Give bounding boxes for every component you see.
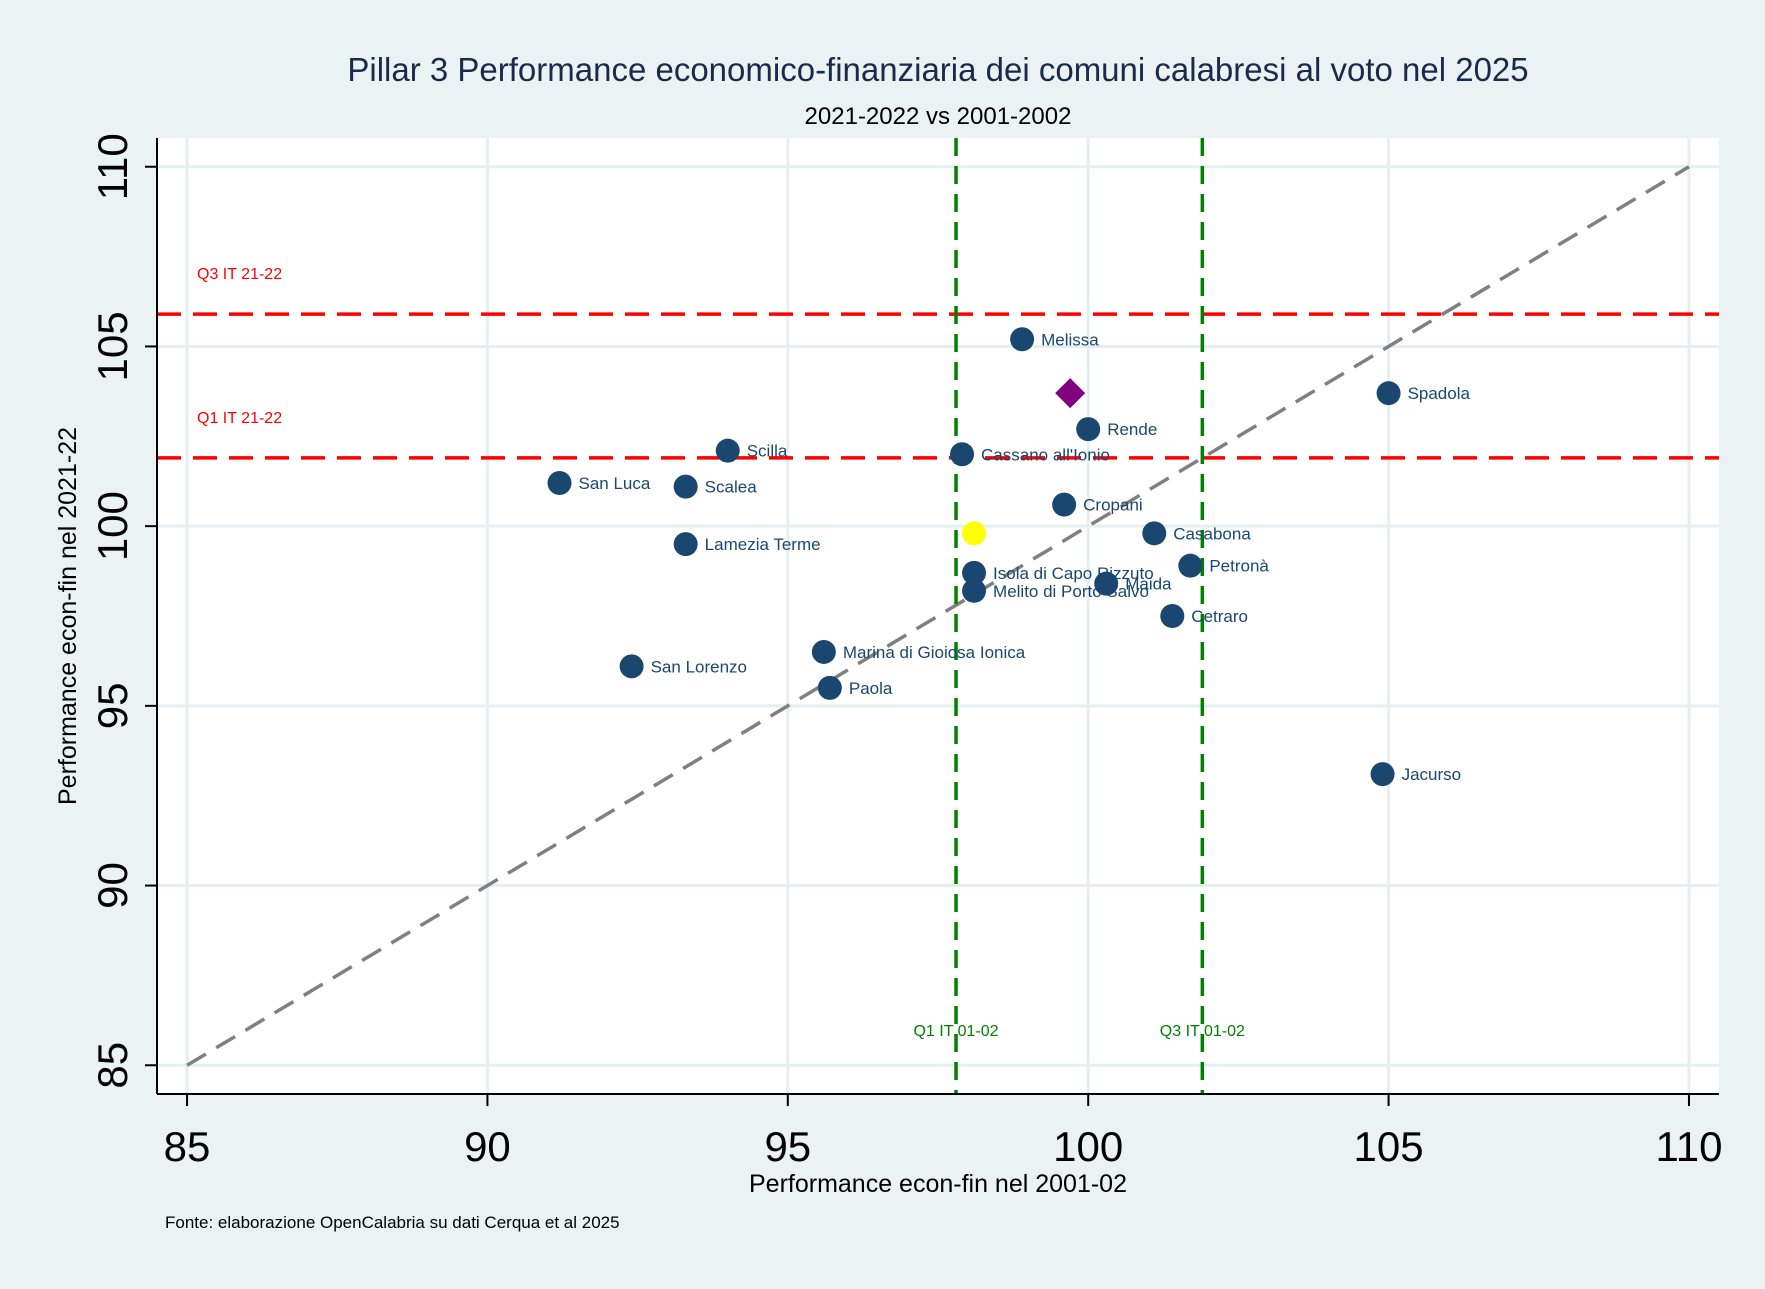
data-point — [673, 532, 698, 557]
data-point-label: Spadola — [1408, 384, 1471, 403]
data-point-label: Cetraro — [1191, 607, 1248, 626]
chart-title: Pillar 3 Performance economico-finanziar… — [347, 51, 1528, 88]
data-point-label: Scalea — [705, 478, 758, 497]
data-point-label: Petronà — [1209, 557, 1269, 576]
data-point — [962, 560, 987, 585]
data-point-label: Scilla — [747, 442, 788, 461]
x-tick-label: 85 — [164, 1123, 211, 1170]
data-point-label: Melito di Porto Salvo — [993, 582, 1149, 601]
data-point-label: Rende — [1107, 420, 1157, 439]
x-tick-label: 90 — [464, 1123, 511, 1170]
points-layer: Melissa Spadola Rende Scilla Cassano all'Ion… — [547, 327, 1471, 787]
data-point — [962, 578, 987, 603]
x-tick-label: 95 — [764, 1123, 811, 1170]
average-marker — [1055, 378, 1086, 409]
data-point — [811, 639, 836, 664]
reference-lines-layer: Q3 IT 21-22 Q1 IT 21-22 Q1 IT 01-02 Q3 IT 0… — [157, 138, 1719, 1094]
plot-area — [157, 138, 1719, 1094]
data-point — [1094, 571, 1119, 596]
data-point-label: San Lorenzo — [651, 657, 747, 676]
data-point — [1370, 762, 1395, 787]
data-point — [715, 438, 740, 463]
data-point — [817, 675, 842, 700]
data-point-label: Cropani — [1083, 496, 1143, 515]
x-tick-label: 105 — [1354, 1123, 1424, 1170]
y-axis-title: Performance econ-fin nel 2021-22 — [54, 427, 82, 805]
data-point — [1160, 604, 1185, 628]
horizontal-reference-label: Q3 IT 21-22 — [197, 266, 282, 283]
data-point — [619, 654, 644, 679]
highlight-point — [962, 521, 987, 546]
data-point-label: Maida — [1125, 575, 1172, 594]
y-tick-label: 110 — [89, 133, 136, 200]
x-tick-label: 110 — [1655, 1123, 1722, 1170]
data-point — [1178, 553, 1203, 578]
x-axis-title: Performance econ-fin nel 2001-02 — [749, 1170, 1127, 1198]
data-point-label: Casabona — [1173, 524, 1251, 543]
data-point — [950, 442, 975, 467]
data-point — [1052, 492, 1077, 517]
data-point — [1376, 381, 1401, 406]
data-point-label: Melissa — [1041, 330, 1099, 349]
diagonal-reference-line — [186, 165, 1690, 1067]
y-tick-label: 100 — [89, 491, 136, 561]
data-point-label: Paola — [849, 679, 893, 698]
chart-subtitle: 2021-2022 vs 2001-2002 — [805, 103, 1072, 130]
y-tick-label: 90 — [89, 862, 136, 909]
axis-ticks-layer: 85 90 95 100 105 110 85 90 95 100 105 110 — [89, 133, 1722, 1170]
y-tick-label: 85 — [89, 1042, 136, 1089]
vertical-reference-label: Q3 IT 01-02 — [1160, 1023, 1245, 1040]
y-tick-label: 105 — [89, 311, 136, 381]
data-point-label: Cassano all'Ionio — [981, 445, 1110, 464]
data-point — [1142, 521, 1167, 546]
data-point-label: Marina di Gioiosa Ionica — [843, 643, 1026, 662]
data-point-label: Jacurso — [1402, 765, 1462, 784]
data-point — [1076, 417, 1101, 442]
grid-layer — [157, 138, 1719, 1094]
x-tick-label: 100 — [1053, 1123, 1123, 1170]
data-point — [1010, 327, 1035, 352]
horizontal-reference-label: Q1 IT 21-22 — [197, 410, 282, 427]
data-point — [547, 471, 572, 496]
y-tick-label: 95 — [89, 682, 136, 729]
data-point-label: San Luca — [579, 474, 651, 493]
vertical-reference-label: Q1 IT 01-02 — [913, 1023, 998, 1040]
source-note: Fonte: elaborazione OpenCalabria su dati… — [165, 1213, 620, 1232]
data-point-label: Lamezia Terme — [705, 535, 821, 554]
data-point — [673, 474, 698, 499]
